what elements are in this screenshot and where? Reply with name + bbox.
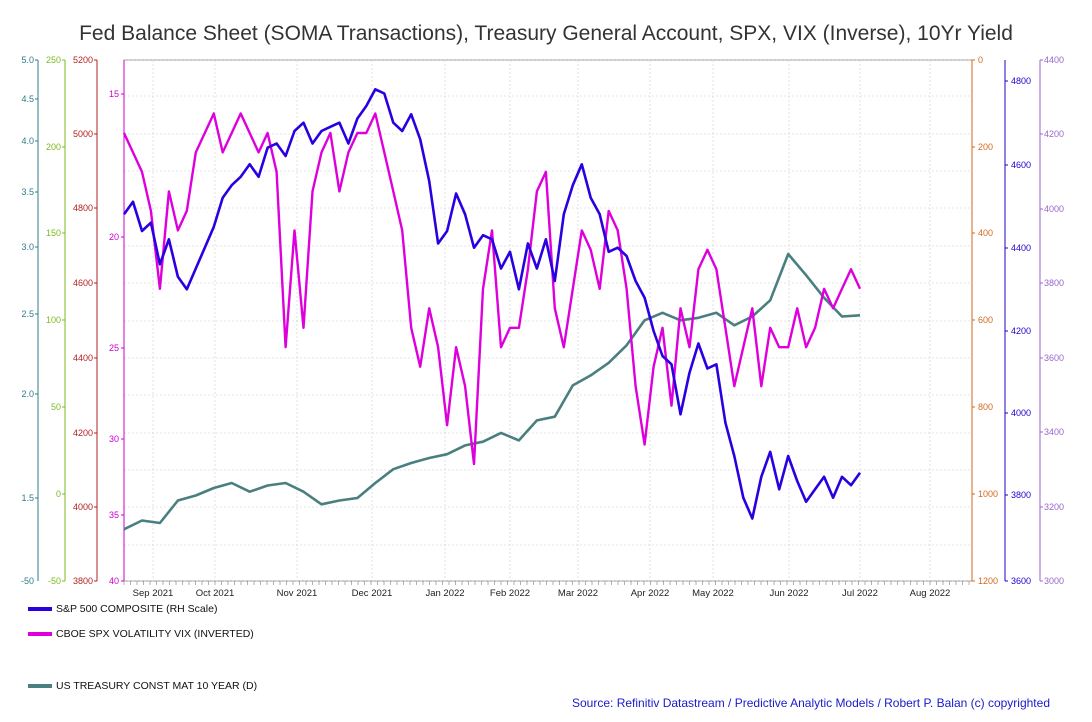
axis-label-spx: 3600	[1011, 576, 1031, 586]
axis-label-yield: 3.0	[21, 242, 34, 252]
axis-label-yield: 1.5	[21, 493, 34, 503]
axis-label-vix: 15	[109, 89, 119, 99]
x-tick-label: Dec 2021	[352, 588, 393, 599]
legend-swatch-vix	[28, 632, 52, 636]
axis-label-tga: 0	[978, 55, 983, 65]
axis-label-spx: 4000	[1011, 408, 1031, 418]
series-line-spx	[122, 88, 862, 520]
axis-label-vix: 40	[109, 576, 119, 586]
axis-label-spx_left: 4400	[73, 353, 93, 363]
gridlines	[123, 59, 973, 582]
axis-label-yield: 3.5	[21, 187, 34, 197]
axis-label-yield: 5.0	[21, 55, 34, 65]
axis-label-soma: 50	[51, 402, 61, 412]
legend-label-10yr: US TREASURY CONST MAT 10 YEAR (D)	[56, 680, 258, 692]
axis-label-soma: -50	[48, 576, 61, 586]
axis-label-spx_alt: 3600	[1044, 353, 1064, 363]
axis-label-vix: 35	[109, 510, 119, 520]
legend-swatch-spx	[28, 607, 52, 611]
x-tick-label: Jul 2022	[842, 588, 878, 599]
axis-label-yield: -50	[21, 576, 34, 586]
axis-label-spx_left: 5200	[73, 55, 93, 65]
axis-label-soma: 0	[56, 489, 61, 499]
x-tick-label: Apr 2022	[631, 588, 670, 599]
x-tick-label: Jan 2022	[425, 588, 464, 599]
x-tick-label: May 2022	[692, 588, 734, 599]
x-tick-label: Aug 2022	[910, 588, 951, 599]
legend-item-vix: CBOE SPX VOLATILITY VIX (INVERTED)	[28, 627, 254, 641]
axis-label-spx_alt: 3400	[1044, 427, 1064, 437]
axis-label-spx: 4200	[1011, 326, 1031, 336]
axis-label-spx_alt: 3000	[1044, 576, 1064, 586]
axis-label-yield: 4.0	[21, 136, 34, 146]
axis-label-tga: 400	[978, 228, 993, 238]
axis-label-spx_left: 4600	[73, 278, 93, 288]
series-line-10yr	[123, 252, 861, 531]
x-tick-label: Sep 2021	[133, 588, 174, 599]
axis-label-soma: 200	[46, 142, 61, 152]
axis-label-spx_left: 4200	[73, 428, 93, 438]
axis-label-soma: 250	[46, 55, 61, 65]
axis-label-spx_left: 4000	[73, 502, 93, 512]
x-tick-label: Jun 2022	[769, 588, 808, 599]
legend-item-10yr: US TREASURY CONST MAT 10 YEAR (D)	[28, 679, 257, 693]
axis-label-spx_alt: 3800	[1044, 278, 1064, 288]
axis-label-tga: 200	[978, 142, 993, 152]
axis-label-spx_alt: 4400	[1044, 55, 1064, 65]
axis-label-spx_alt: 3200	[1044, 502, 1064, 512]
axes: Sep 2021 Oct 2021 Nov 2021 Dec 2021 Jan 2022…	[21, 55, 1064, 599]
legend-label-vix: CBOE SPX VOLATILITY VIX (INVERTED)	[56, 628, 254, 640]
axis-label-spx_left: 5000	[73, 129, 93, 139]
source-note: Source: Refinitiv Datastream / Predictiv…	[572, 696, 1050, 710]
axis-label-spx_alt: 4200	[1044, 129, 1064, 139]
axis-label-vix: 20	[109, 232, 119, 242]
legend-swatch-10yr	[28, 684, 52, 688]
axis-label-soma: 100	[46, 315, 61, 325]
axis-label-yield: 2.0	[21, 389, 34, 399]
axis-label-spx_left: 4800	[73, 203, 93, 213]
series-line-vix	[122, 112, 862, 466]
axis-label-spx: 4600	[1011, 160, 1031, 170]
axis-label-tga: 1000	[978, 489, 998, 499]
axis-label-tga: 1200	[978, 576, 998, 586]
axis-label-tga: 600	[978, 315, 993, 325]
legend-item-spx: S&P 500 COMPOSITE (RH Scale)	[28, 602, 217, 616]
axis-label-yield: 2.5	[21, 309, 34, 319]
axis-label-soma: 150	[46, 228, 61, 238]
axis-label-spx_alt: 4000	[1044, 204, 1064, 214]
axis-label-spx_left: 3800	[73, 576, 93, 586]
chart-title: Fed Balance Sheet (SOMA Transactions), T…	[79, 22, 1013, 45]
legend-label-spx: S&P 500 COMPOSITE (RH Scale)	[56, 603, 218, 615]
axis-label-spx: 4400	[1011, 243, 1031, 253]
axis-label-vix: 25	[109, 343, 119, 353]
x-tick-label: Feb 2022	[490, 588, 530, 599]
axis-label-spx: 3800	[1011, 490, 1031, 500]
x-tick-label: Oct 2021	[196, 588, 235, 599]
series-group	[122, 88, 862, 531]
axis-label-yield: 4.5	[21, 94, 34, 104]
axis-label-vix: 30	[109, 434, 119, 444]
axis-label-spx: 4800	[1011, 76, 1031, 86]
x-tick-label: Nov 2021	[277, 588, 318, 599]
x-tick-label: Mar 2022	[558, 588, 598, 599]
axis-label-tga: 800	[978, 402, 993, 412]
